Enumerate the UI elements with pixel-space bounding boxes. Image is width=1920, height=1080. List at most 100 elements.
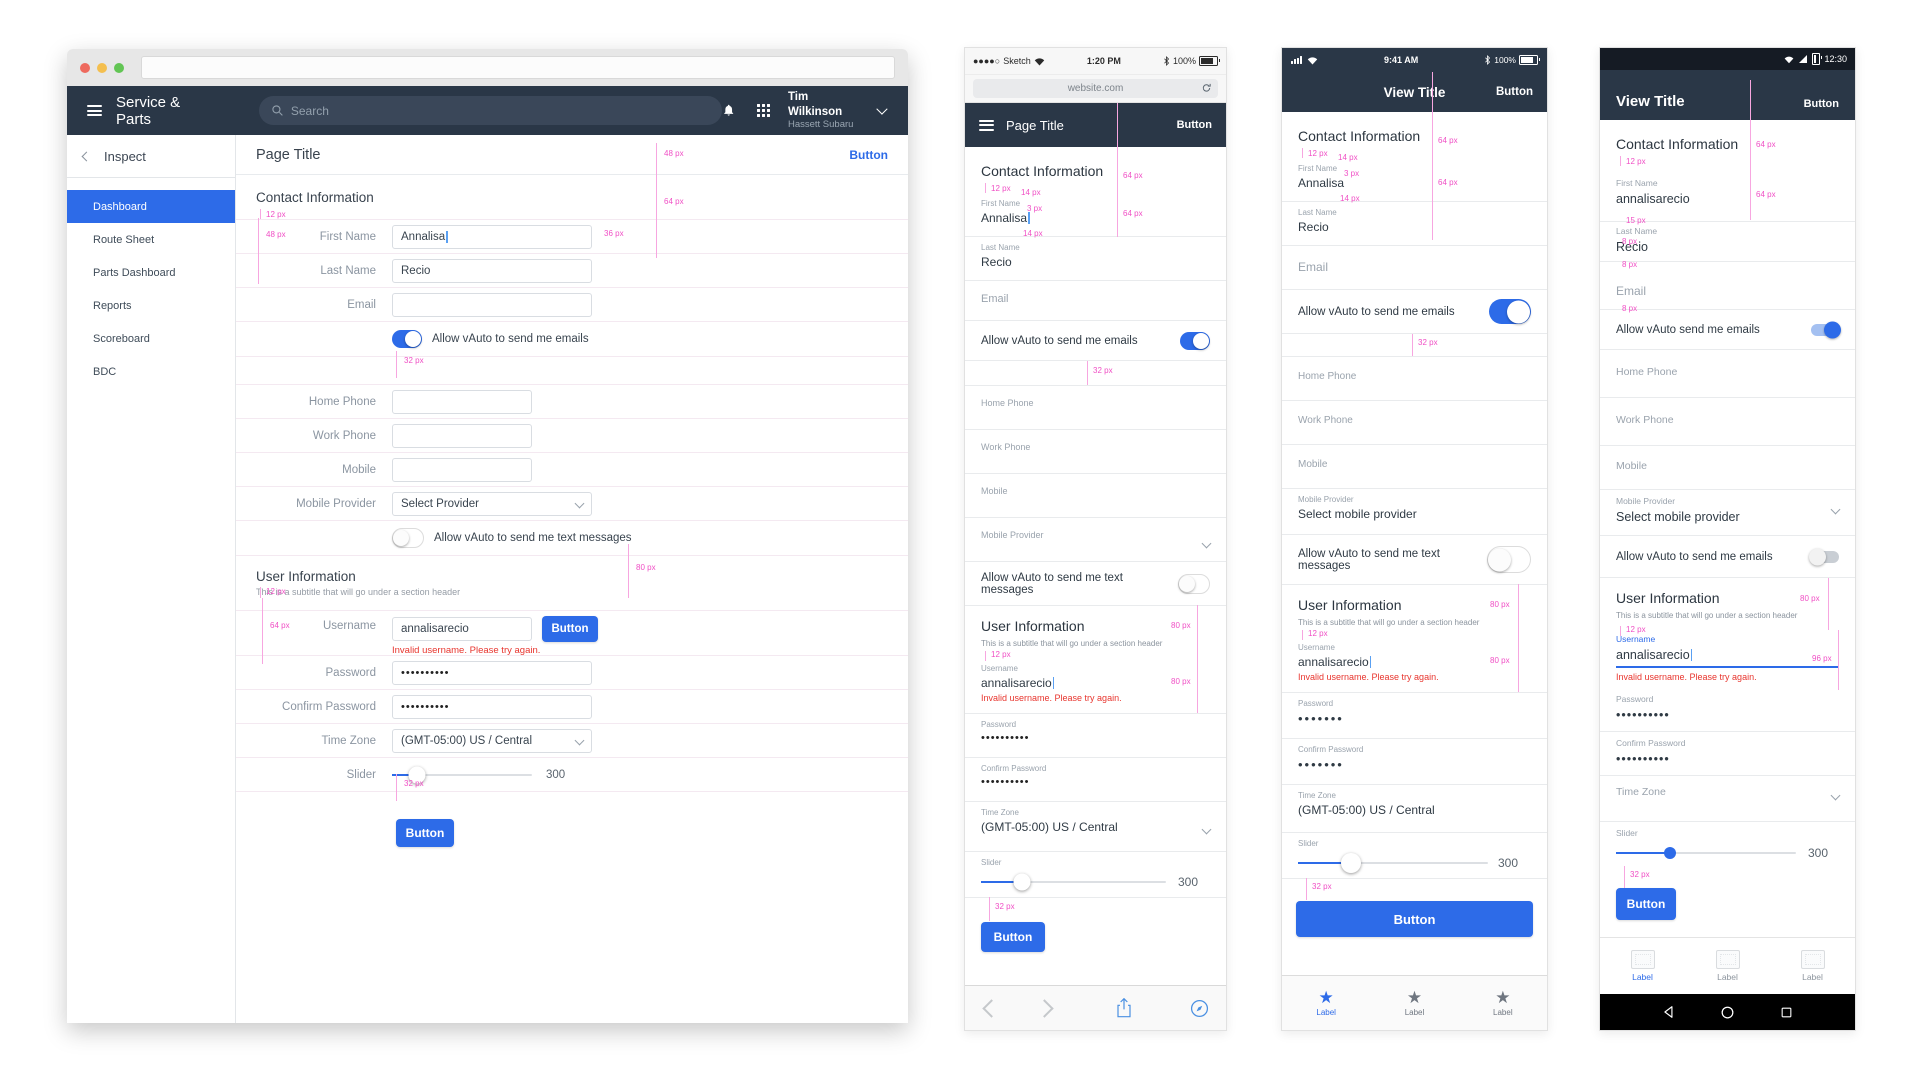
username-field[interactable]: Username annalisarecio Invalid username.… xyxy=(1600,630,1855,688)
first-name-input[interactable]: Annalisa xyxy=(392,224,592,249)
sidebar-item-bdc[interactable]: BDC xyxy=(93,365,117,378)
emails-toggle[interactable] xyxy=(392,330,422,348)
sidebar-item-reports[interactable]: Reports xyxy=(93,299,132,312)
android-home-icon[interactable] xyxy=(1720,1005,1735,1020)
mobile-provider-select[interactable]: Mobile Provider Select mobile provider xyxy=(1600,490,1855,536)
mobile-input[interactable] xyxy=(392,457,532,482)
minimize-window-icon[interactable] xyxy=(97,62,107,73)
browser-url-bar[interactable] xyxy=(141,56,895,79)
notifications-bell-icon[interactable] xyxy=(722,102,735,118)
time-zone-select[interactable]: Time Zone xyxy=(1600,776,1855,822)
android-back-icon[interactable] xyxy=(1662,1005,1676,1019)
password-field[interactable]: Password •••••••••• xyxy=(965,714,1226,758)
username-field[interactable]: Username annalisarecio Invalid username.… xyxy=(965,658,1226,714)
sidebar-item-scoreboard[interactable]: Scoreboard xyxy=(93,332,150,345)
username-input[interactable]: annalisarecio xyxy=(392,617,532,641)
share-icon[interactable] xyxy=(1116,998,1132,1018)
menu-icon[interactable] xyxy=(979,117,994,133)
mobile-provider-select[interactable]: Mobile Provider xyxy=(965,518,1226,562)
tab-item-2[interactable]: ★ Label xyxy=(1404,988,1425,1017)
url-field[interactable]: website.com xyxy=(973,79,1218,98)
mobile-field[interactable]: Mobile xyxy=(965,474,1226,518)
forward-icon[interactable] xyxy=(1035,998,1054,1018)
confirm-password-input[interactable]: •••••••••• xyxy=(392,694,592,719)
username-field[interactable]: Username annalisarecio Invalid username.… xyxy=(1282,637,1547,693)
mobile-field[interactable]: Mobile xyxy=(1282,445,1547,489)
page-action-button[interactable]: Button xyxy=(849,147,888,162)
app-grid-icon[interactable] xyxy=(757,104,770,117)
password-field[interactable]: Password ••••••• xyxy=(1282,693,1547,739)
mobile-provider-select[interactable]: Mobile Provider Select mobile provider xyxy=(1282,489,1547,535)
home-phone-field[interactable]: Home Phone xyxy=(965,386,1226,430)
mobile-provider-select[interactable]: Select Provider xyxy=(392,491,592,516)
email-field[interactable]: Email xyxy=(965,281,1226,321)
first-name-field[interactable]: First Name Annalisa xyxy=(1282,158,1547,202)
nav-action-button[interactable]: Button xyxy=(1803,98,1839,110)
chevron-down-icon[interactable] xyxy=(876,103,888,115)
work-phone-field[interactable]: Work Phone xyxy=(965,430,1226,474)
emails-toggle[interactable] xyxy=(1489,299,1531,324)
refresh-icon[interactable] xyxy=(1201,82,1212,94)
confirm-password-field[interactable]: Confirm Password •••••••••• xyxy=(1600,732,1855,776)
slider-control[interactable] xyxy=(392,766,532,783)
last-name-field[interactable]: Last Name Recio xyxy=(1600,222,1855,262)
submit-button[interactable]: Button xyxy=(396,819,454,847)
mobile-field[interactable]: Mobile xyxy=(1600,446,1855,490)
work-phone-field[interactable]: Work Phone xyxy=(1282,401,1547,445)
submit-button[interactable]: Button xyxy=(1296,901,1533,937)
emails-toggle[interactable] xyxy=(1180,331,1210,350)
slider-control[interactable] xyxy=(1616,847,1796,859)
close-window-icon[interactable] xyxy=(80,62,90,73)
password-field[interactable]: Password •••••••••• xyxy=(1600,688,1855,732)
tab-item-1[interactable]: Label xyxy=(1600,938,1685,994)
last-name-field[interactable]: Last Name Recio xyxy=(1282,202,1547,246)
sidebar-item-route-sheet[interactable]: Route Sheet xyxy=(93,233,155,246)
tab-item-1[interactable]: ★ Label xyxy=(1316,988,1336,1017)
password-input[interactable]: •••••••••• xyxy=(392,660,592,685)
username-action-button[interactable]: Button xyxy=(542,616,598,642)
time-zone-select[interactable]: Time Zone (GMT-05:00) US / Central xyxy=(965,802,1226,852)
emails-toggle[interactable] xyxy=(1811,321,1841,338)
emails-toggle2[interactable] xyxy=(1809,548,1839,565)
first-name-field[interactable]: First Name Annalisa xyxy=(965,193,1226,237)
username-error: Invalid username. Please try again. xyxy=(1616,672,1757,682)
sidebar-item-parts-dashboard[interactable]: Parts Dashboard xyxy=(93,266,176,279)
texts-toggle[interactable] xyxy=(392,528,424,548)
sidebar-item-dashboard[interactable]: Dashboard xyxy=(67,190,235,223)
work-phone-field[interactable]: Work Phone xyxy=(1600,398,1855,446)
email-input[interactable] xyxy=(392,292,592,317)
home-phone-field[interactable]: Home Phone xyxy=(1282,357,1547,401)
slider-control[interactable] xyxy=(1298,853,1488,873)
home-phone-field[interactable]: Home Phone xyxy=(1600,350,1855,398)
nav-action-button[interactable]: Button xyxy=(1495,86,1533,98)
texts-toggle[interactable] xyxy=(1487,546,1531,573)
nav-action-button[interactable]: Button xyxy=(1176,119,1212,131)
confirm-password-field[interactable]: Confirm Password ••••••• xyxy=(1282,739,1547,785)
form-row: Home Phone xyxy=(236,385,908,419)
tab-item-2[interactable]: Label xyxy=(1685,938,1770,994)
work-phone-input[interactable] xyxy=(392,423,532,448)
home-phone-input[interactable] xyxy=(392,389,532,414)
menu-icon[interactable] xyxy=(87,103,102,119)
confirm-password-field[interactable]: Confirm Password •••••••••• xyxy=(965,758,1226,802)
tab-item-3[interactable]: ★ Label xyxy=(1493,988,1513,1017)
compass-icon[interactable] xyxy=(1190,999,1209,1018)
submit-button[interactable]: Button xyxy=(981,922,1045,952)
email-field[interactable]: Email xyxy=(1282,246,1547,290)
slider-control[interactable] xyxy=(981,873,1166,891)
last-name-input[interactable]: Recio xyxy=(392,258,592,283)
mobile-provider-label: Mobile Provider xyxy=(296,497,376,510)
submit-button[interactable]: Button xyxy=(1616,888,1676,920)
texts-toggle[interactable] xyxy=(1178,573,1210,594)
tab-item-3[interactable]: Label xyxy=(1770,938,1855,994)
maximize-window-icon[interactable] xyxy=(114,62,124,73)
search-input[interactable]: Search xyxy=(258,96,722,125)
android-recents-icon[interactable] xyxy=(1780,1006,1793,1019)
back-icon[interactable] xyxy=(982,998,1001,1018)
sidebar-back[interactable]: Inspect xyxy=(67,135,235,178)
email-field[interactable]: Email xyxy=(1600,262,1855,310)
last-name-field[interactable]: Last Name Recio xyxy=(965,237,1226,281)
time-zone-select[interactable]: (GMT-05:00) US / Central xyxy=(392,728,592,753)
first-name-field[interactable]: First Name annalisarecio xyxy=(1600,168,1855,222)
time-zone-select[interactable]: Time Zone (GMT-05:00) US / Central xyxy=(1282,785,1547,833)
